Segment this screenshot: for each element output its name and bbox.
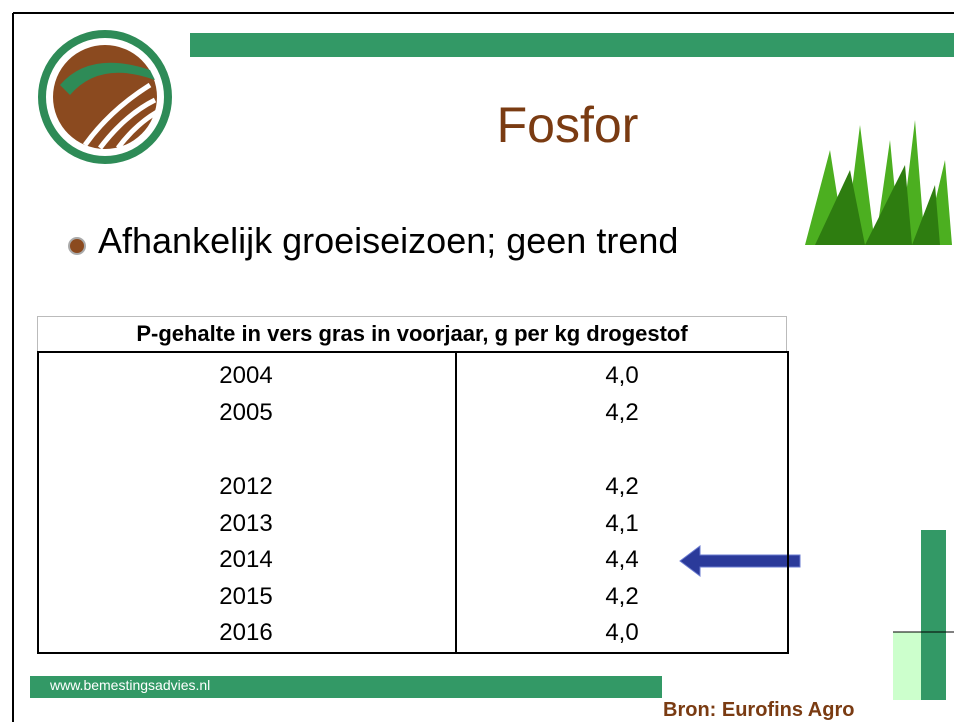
title: Fosfor — [496, 97, 639, 153]
year-cell: 2013 — [219, 509, 273, 537]
value-cell: 4,0 — [605, 362, 639, 389]
arrow — [679, 545, 801, 577]
year-cell: 2016 — [219, 619, 273, 646]
year-cell: 2012 — [219, 473, 273, 500]
table-header: P-gehalte in vers gras in voorjaar, g pe… — [37, 316, 787, 352]
year-cell: 2005 — [219, 398, 273, 426]
table-divider — [455, 351, 457, 654]
year-cell: 2014 — [219, 546, 273, 573]
year-cell: 2015 — [219, 582, 273, 610]
footer-url: www.bemestingsadvies.nl — [50, 677, 211, 693]
bullet-text: Afhankelijk groeiseizoen; geen trend — [98, 220, 679, 261]
source: Bron: Eurofins Agro — [663, 699, 855, 721]
logo — [38, 30, 172, 164]
value-cell: 4,0 — [605, 619, 639, 646]
value-cell: 4,2 — [605, 582, 639, 610]
table-body — [37, 351, 789, 654]
value-cell: 4,1 — [605, 509, 639, 537]
value-cell: 4,2 — [605, 473, 639, 500]
side-block — [893, 632, 921, 700]
side-bar — [921, 530, 946, 700]
value-cell: 4,2 — [605, 398, 639, 426]
year-cell: 2004 — [219, 362, 273, 389]
top-bar — [190, 33, 954, 57]
bullet-icon — [68, 237, 86, 255]
value-cell: 4,4 — [605, 546, 639, 573]
footer-bar — [30, 676, 662, 698]
grass — [805, 120, 952, 245]
